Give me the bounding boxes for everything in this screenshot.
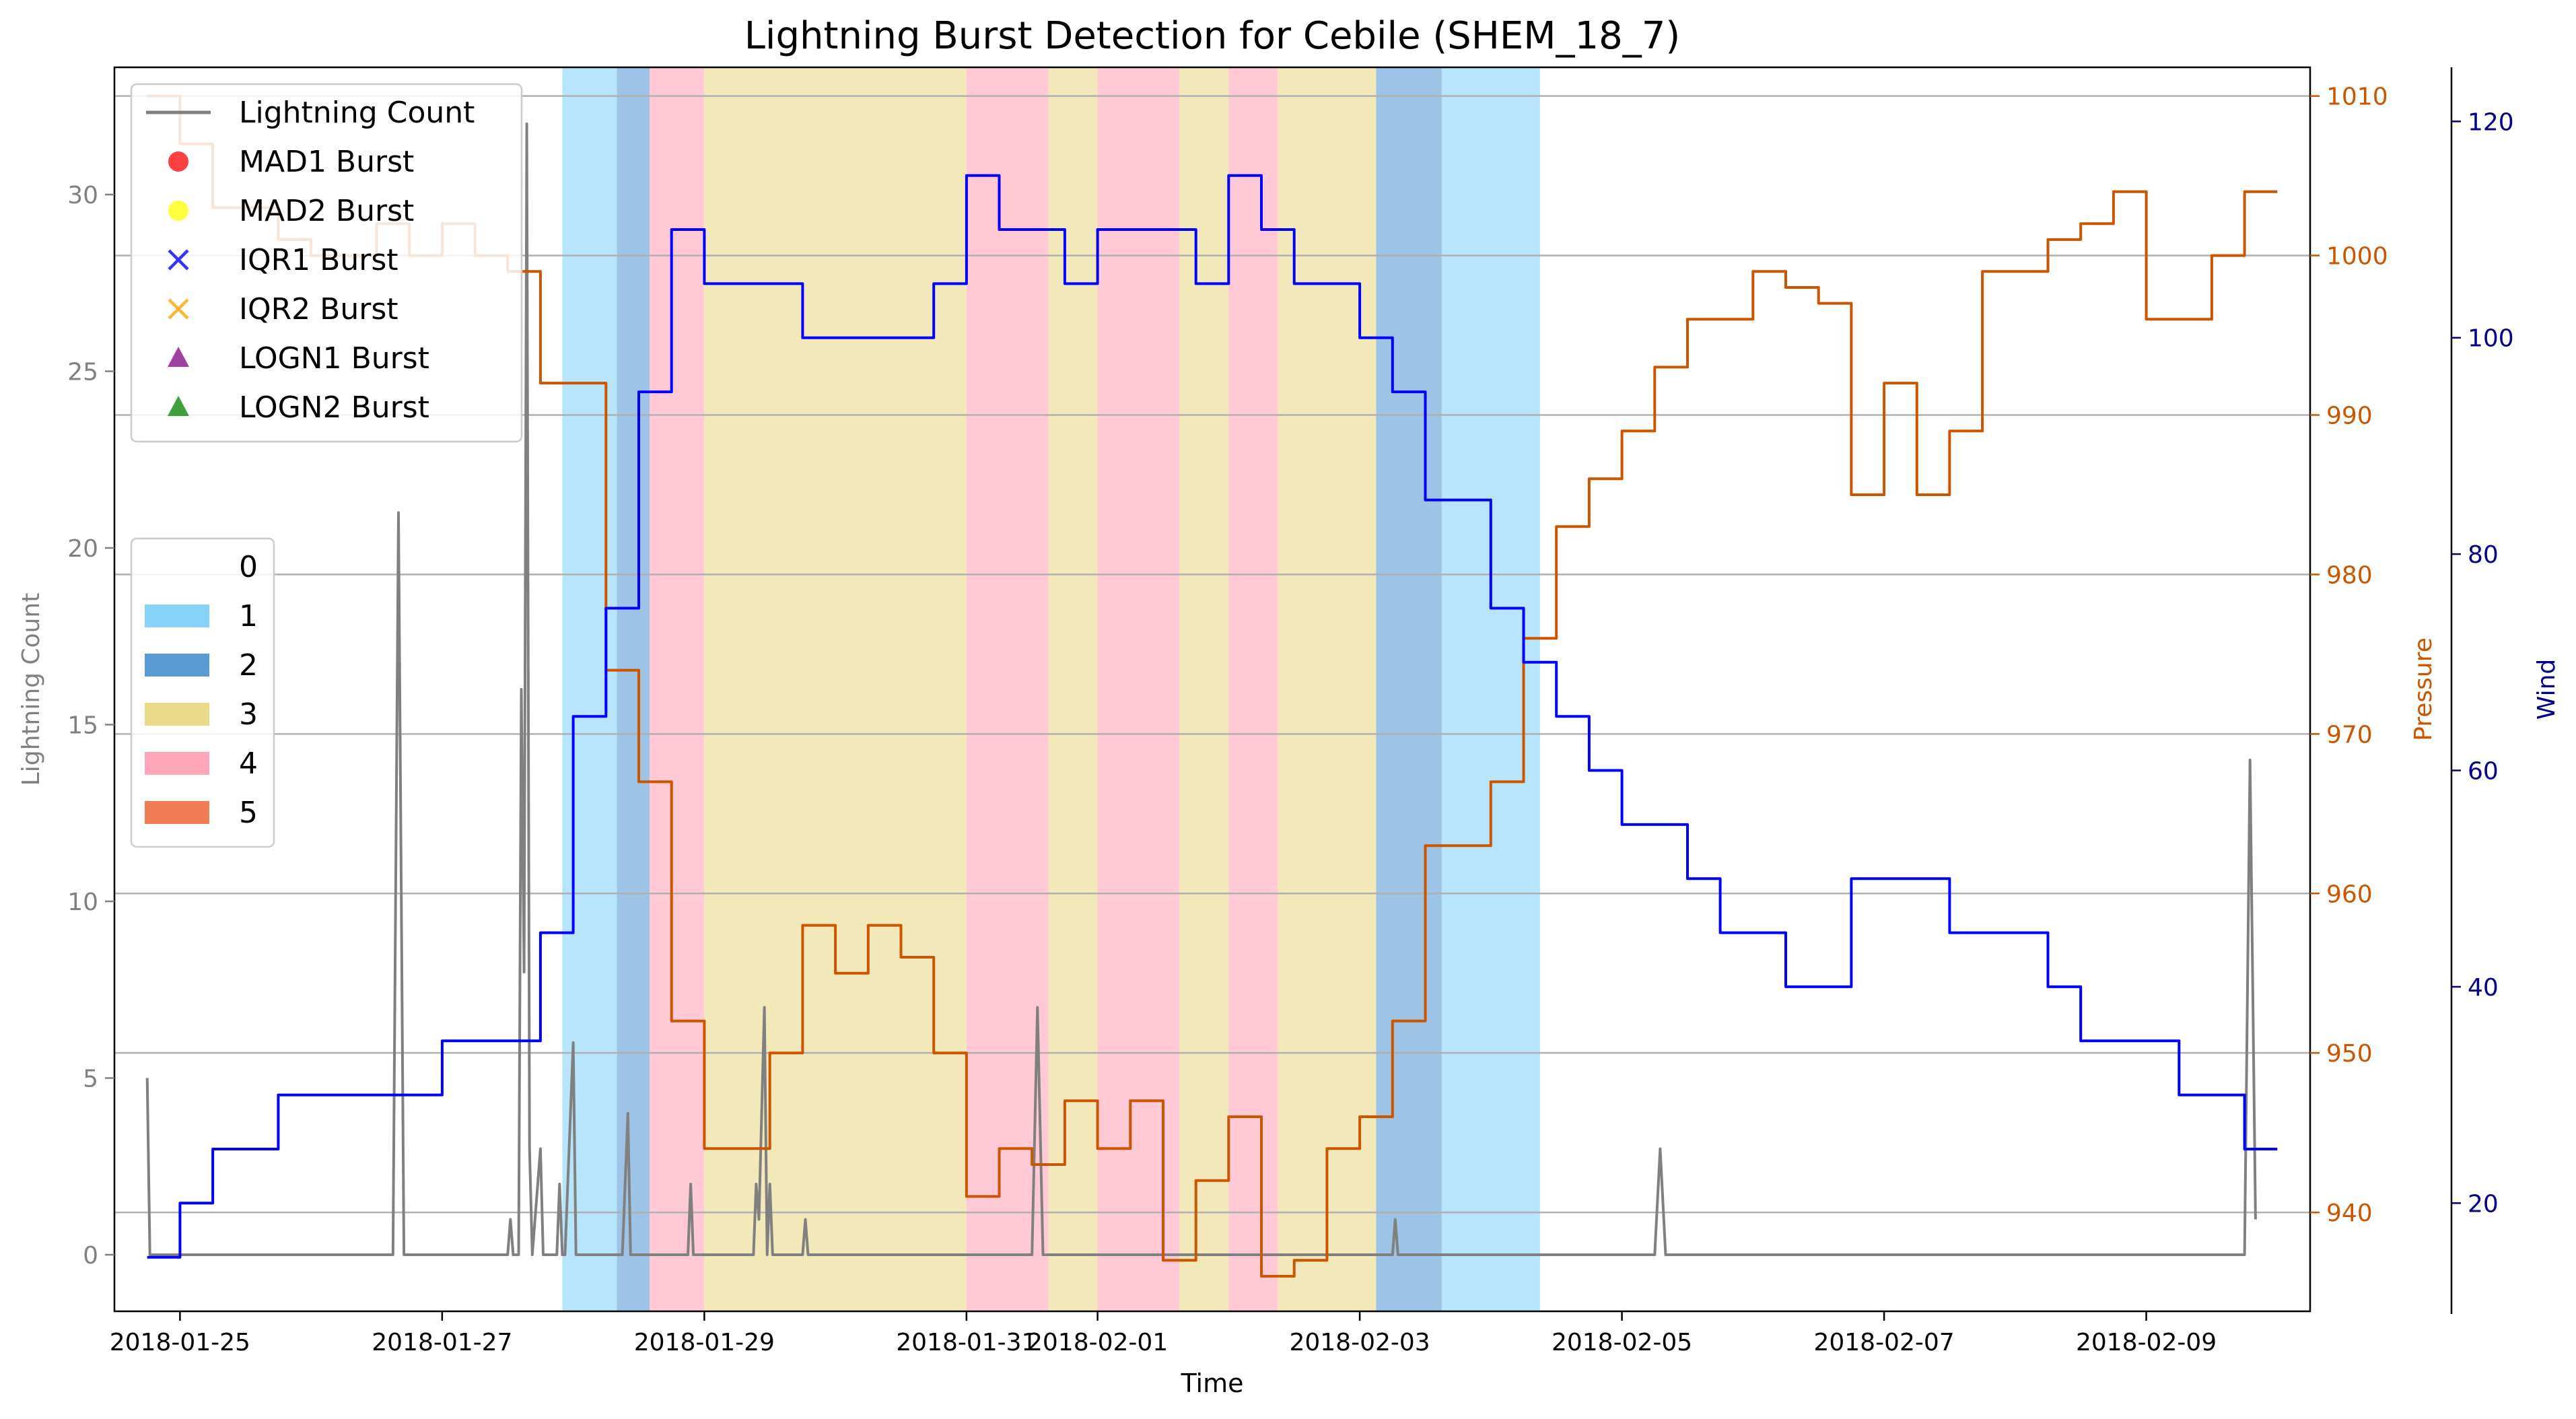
category-label: 5 [239,796,258,830]
lightning-count-tick-label: 10 [67,889,98,916]
lightning-count-tick-label: 20 [67,535,98,563]
category-label: 0 [239,550,258,584]
x-axis: 2018-01-25 2018-01-27 2018-01-29 2018-01-31… [110,1311,2217,1356]
series-lines [145,94,2278,1278]
pressure-axis: 940 950 960 970 980 990 1000 1010 [2310,83,2388,1227]
category-label: 2 [239,648,258,683]
lightning-count-axis-label: Lightning Count [18,593,45,786]
category-band [1179,67,1229,1311]
category-band [617,67,650,1311]
x-axis-label: Time [1181,1369,1244,1398]
legend-marker-mad1-burst [168,151,188,172]
burst-legend-frame [130,83,523,443]
legend-label: Lightning Count [239,96,475,130]
gridlines [114,95,2310,1214]
category-band [1441,67,1540,1311]
wind-tick-label: 40 [2468,974,2499,1002]
x-tick-label: 2018-02-09 [2076,1329,2217,1356]
x-tick-label: 2018-01-29 [634,1329,775,1356]
category-band [1097,67,1180,1311]
legend-label: IQR1 Burst [239,243,398,277]
category-band [1278,67,1377,1311]
x-tick-label: 2018-02-07 [1813,1329,1954,1356]
category-label: 1 [239,599,258,633]
pressure-axis-label: Pressure [2410,637,2437,741]
lightning-count-axis: 0 5 10 15 20 25 30 [67,182,114,1270]
category-band [704,67,967,1311]
series-lightning-count-line [145,123,2257,1256]
wind-tick-label: 80 [2468,541,2499,569]
category-band [1228,67,1278,1311]
wind-tick-label: 100 [2468,325,2514,353]
category-label: 3 [239,697,258,732]
pressure-tick-label: 950 [2326,1040,2373,1068]
wind-axis: 20 40 60 80 100 120 [2450,67,2514,1314]
x-tick-label: 2018-01-27 [372,1329,512,1356]
lightning-count-tick-label: 15 [67,712,98,740]
category-swatch [145,752,209,775]
category-swatch [145,801,209,824]
chart-title: Lightning Burst Detection for Cebile (SH… [744,14,1681,58]
lightning-count-tick-label: 0 [83,1242,98,1270]
x-tick-label: 2018-02-05 [1552,1329,1692,1356]
pressure-tick-label: 980 [2326,561,2373,589]
category-band [1048,67,1098,1311]
wind-tick-label: 60 [2468,758,2499,786]
category-label: 4 [239,747,258,781]
pressure-tick-label: 940 [2326,1200,2373,1227]
pressure-tick-label: 1010 [2326,83,2388,111]
series-pressure-line [147,94,2278,1278]
x-tick-label: 2018-01-31 [896,1329,1037,1356]
category-band [1376,67,1442,1311]
wind-tick-label: 120 [2468,108,2514,136]
category-legend: 0 1 2 3 4 5 [130,537,275,848]
plot-frame [113,66,2311,1313]
pressure-tick-label: 960 [2326,880,2373,908]
pressure-tick-label: 970 [2326,721,2373,749]
category-swatch [145,604,209,627]
lightning-count-tick-label: 30 [67,182,98,209]
legend-marker-iqr1-burst [168,249,189,271]
category-bands [562,67,1540,1311]
legend-marker-logn2-burst [168,396,189,416]
series-wind-line [147,174,2278,1259]
lightning-count-tick-label: 5 [83,1066,98,1093]
x-tick-label: 2018-02-03 [1289,1329,1430,1356]
pressure-tick-label: 990 [2326,402,2373,429]
wind-axis-label: Wind [2533,659,2561,720]
legend-label: MAD1 Burst [239,145,414,179]
category-band [650,67,705,1311]
category-swatch [145,703,209,726]
legend-label: IQR2 Burst [239,292,398,326]
legend-marker-mad2-burst [168,201,188,221]
x-tick-label: 2018-02-01 [1027,1329,1168,1356]
wind-tick-label: 20 [2468,1190,2499,1218]
pressure-tick-label: 1000 [2326,243,2388,271]
legend-label: LOGN1 Burst [239,341,429,376]
burst-legend: Lightning Count MAD1 Burst MAD2 Burst IQR1 … [130,83,523,443]
x-tick-label: 2018-01-25 [110,1329,250,1356]
lightning-count-tick-label: 25 [67,359,98,386]
legend-marker-logn1-burst [168,347,189,367]
legend-marker-iqr2-burst [168,298,189,320]
legend-label: MAD2 Burst [239,194,414,228]
category-swatch [145,654,209,677]
legend-label: LOGN2 Burst [239,390,429,425]
